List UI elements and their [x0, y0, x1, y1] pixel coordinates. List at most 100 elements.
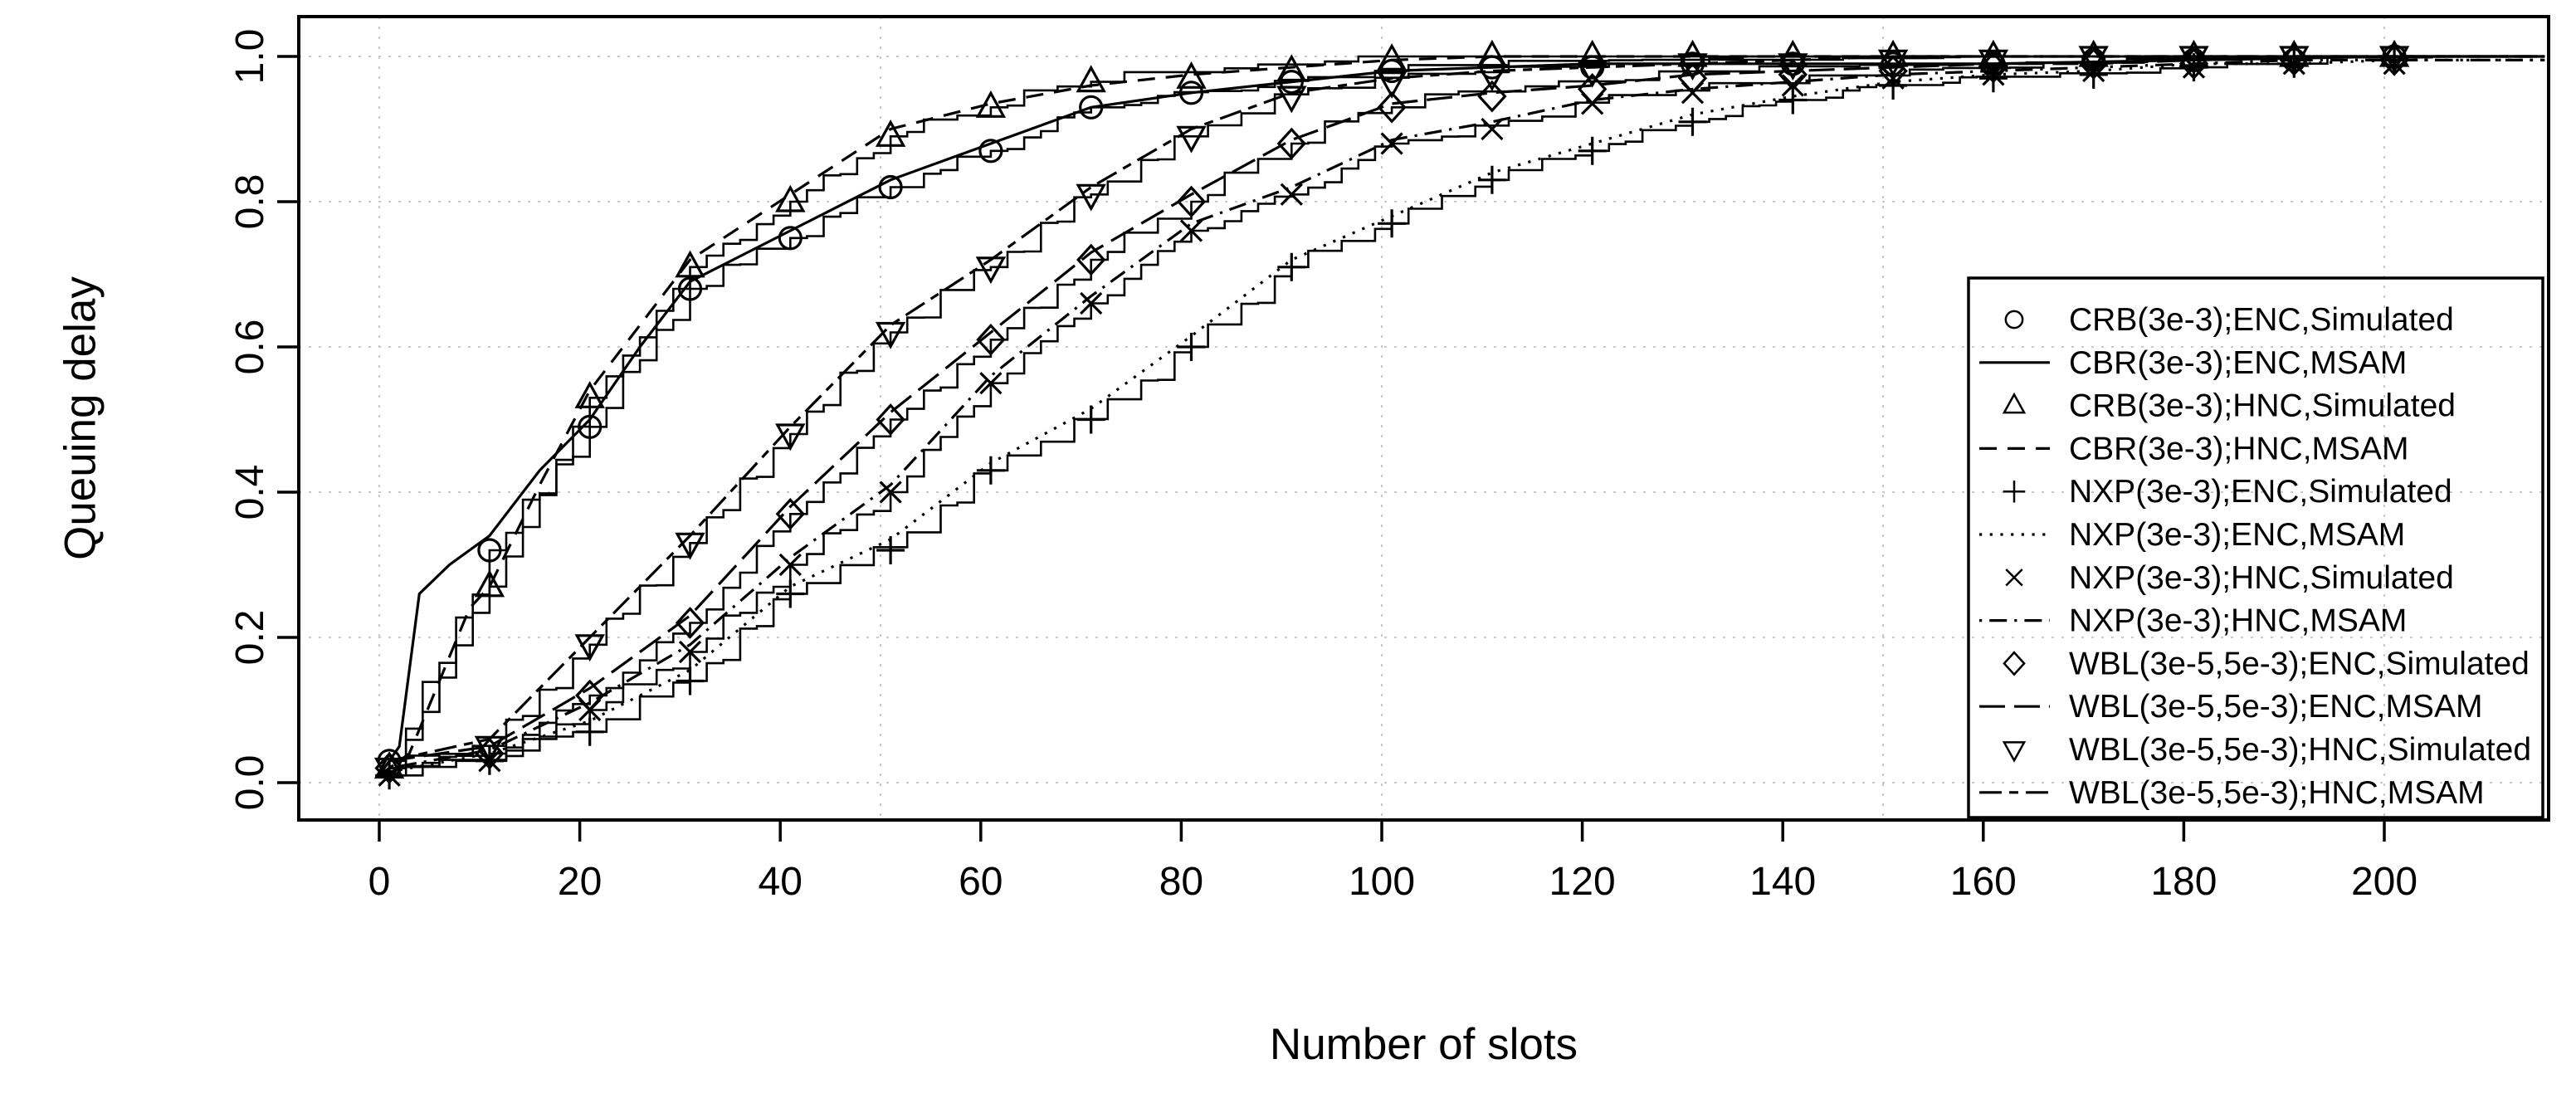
- y-axis: 0.0 0.2 0.4 0.6 0.8 1.0 Queuing delay: [56, 29, 299, 811]
- diamond-marker: [1778, 58, 1808, 91]
- triangle-up-marker: [1176, 61, 1207, 89]
- diamond-marker: [1276, 127, 1306, 160]
- triangle-up-marker: [1276, 54, 1307, 82]
- triangle-down-marker: [1176, 125, 1207, 154]
- legend-entry-wbl-3e-5-5e-3-enc-simulated: WBL(3e-5,5e-3);ENC,Simulated: [2003, 646, 2530, 681]
- cross-marker: [678, 640, 702, 664]
- triangle-up-marker: [675, 250, 705, 278]
- diamond-marker: [1978, 51, 2008, 84]
- plus-marker: [1477, 165, 1506, 194]
- plus-marker: [1177, 333, 1206, 361]
- x-tick-label: 160: [1950, 860, 2017, 904]
- triangle-down-marker: [2178, 46, 2209, 74]
- legend-entry-wbl-3e-5-5e-3-enc-msam: WBL(3e-5,5e-3);ENC,MSAM: [1979, 689, 2482, 725]
- triangle-up-marker: [574, 380, 605, 408]
- circle-marker: [978, 139, 1003, 163]
- plus-marker: [1678, 107, 1707, 136]
- circle-marker: [778, 226, 803, 251]
- triangle-up-marker: [474, 569, 505, 598]
- triangle-down-marker: [1577, 60, 1608, 88]
- x-tick-label: 40: [759, 860, 803, 904]
- cross-marker: [1781, 74, 1804, 97]
- legend-triangle-up-marker: [2002, 392, 2027, 414]
- x-tick-label: 80: [1159, 860, 1203, 904]
- circle-marker: [878, 174, 903, 200]
- cross-marker: [1380, 132, 1403, 155]
- circle-marker: [1079, 95, 1104, 120]
- legend-label: CRB(3e-3);HNC,Simulated: [2069, 388, 2456, 424]
- diamond-marker: [675, 607, 705, 639]
- legend-entry-crb-3e-3-hnc-simulated: CRB(3e-3);HNC,Simulated: [2002, 388, 2456, 424]
- x-tick-label: 140: [1749, 860, 1816, 904]
- diamond-marker: [2079, 47, 2109, 81]
- x-tick-label: 100: [1349, 860, 1415, 904]
- x-axis-title: Number of slots: [1270, 1020, 1578, 1069]
- legend-entry-nxp-3e-3-enc-simulated: NXP(3e-3);ENC,Simulated: [2003, 474, 2452, 510]
- plus-marker: [1378, 209, 1407, 238]
- triangle-down-marker: [2279, 46, 2310, 74]
- series-line-cbr-3e-3-enc-msam: [378, 55, 2545, 777]
- triangle-up-marker: [1577, 39, 1608, 67]
- triangle-up-marker: [1376, 43, 1408, 71]
- triangle-up-marker: [975, 90, 1007, 118]
- triangle-down-marker: [574, 634, 605, 662]
- diamond-marker: [2178, 47, 2209, 81]
- x-tick-label: 180: [2150, 860, 2217, 904]
- triangle-down-marker: [373, 757, 405, 785]
- y-tick-label: 0.0: [228, 755, 272, 811]
- legend-label: NXP(3e-3);HNC,Simulated: [2069, 560, 2454, 596]
- triangle-down-marker: [675, 532, 705, 560]
- series-wbl-3e-5-5e-3-enc-simulated: [374, 44, 2545, 784]
- plus-marker: [1578, 136, 1607, 165]
- series-cbr-3e-3-hnc-msam: [378, 55, 2545, 777]
- cross-marker: [1481, 117, 1504, 141]
- y-tick-label: 1.0: [228, 29, 272, 85]
- triangle-down-marker: [2378, 46, 2410, 74]
- x-tick-label: 120: [1549, 860, 1616, 904]
- legend-entry-nxp-3e-3-enc-msam: NXP(3e-3);ENC,MSAM: [1979, 517, 2405, 553]
- triangle-down-marker: [875, 321, 906, 349]
- legend-label: NXP(3e-3);ENC,MSAM: [2069, 517, 2405, 553]
- triangle-down-marker: [474, 735, 505, 764]
- y-tick-label: 0.2: [228, 610, 272, 666]
- diamond-marker: [1578, 73, 1608, 105]
- diamond-marker: [976, 323, 1006, 356]
- plus-marker: [976, 456, 1005, 485]
- legend-triangle-down-marker: [2002, 741, 2027, 763]
- y-tick-label: 0.4: [228, 465, 272, 520]
- cross-marker: [1080, 291, 1103, 315]
- legend-label: WBL(3e-5,5e-3);HNC,Simulated: [2069, 732, 2531, 768]
- legend-label: CRB(3e-3);ENC,Simulated: [2069, 302, 2454, 338]
- legend-entry-wbl-3e-5-5e-3-hnc-msam: WBL(3e-5,5e-3);HNC,MSAM: [1979, 775, 2485, 811]
- triangle-down-marker: [1877, 49, 1909, 77]
- diamond-marker: [1477, 80, 1507, 113]
- circle-marker: [1379, 58, 1404, 84]
- diamond-marker: [1076, 243, 1106, 276]
- x-axis: 0 20 40 60 80 100 120 140 160 180 200 Number of slo…: [368, 820, 2417, 1069]
- diamond-marker: [876, 403, 905, 436]
- y-tick-label: 0.8: [228, 174, 272, 230]
- y-tick-label: 0.6: [228, 320, 272, 375]
- plus-marker: [2079, 60, 2108, 89]
- x-tick-label: 200: [2351, 860, 2417, 904]
- diamond-marker: [1176, 185, 1207, 218]
- cross-marker: [979, 372, 1003, 395]
- legend-label: WBL(3e-5,5e-3);ENC,MSAM: [2069, 689, 2482, 725]
- diamond-marker: [1677, 61, 1708, 95]
- triangle-up-marker: [875, 119, 906, 147]
- legend-circle-marker: [2004, 310, 2024, 329]
- plus-marker: [1076, 405, 1105, 434]
- cross-marker: [1280, 183, 1303, 206]
- legend-label: CBR(3e-3);HNC,MSAM: [2069, 431, 2409, 466]
- triangle-down-marker: [2078, 46, 2109, 74]
- legend: CRB(3e-3);ENC,Simulated CBR(3e-3);ENC,MSA…: [1967, 276, 2544, 819]
- series-line-wbl-3e-5-5e-3-enc-simulated: [389, 55, 2545, 769]
- diamond-marker: [1377, 90, 1407, 124]
- legend-entry-wbl-3e-5-5e-3-hnc-simulated: WBL(3e-5,5e-3);HNC,Simulated: [2002, 732, 2531, 768]
- y-axis-title: Queuing delay: [56, 276, 105, 560]
- triangle-down-marker: [775, 423, 806, 451]
- legend-cross-marker: [2005, 569, 2023, 587]
- circle-marker: [477, 538, 502, 563]
